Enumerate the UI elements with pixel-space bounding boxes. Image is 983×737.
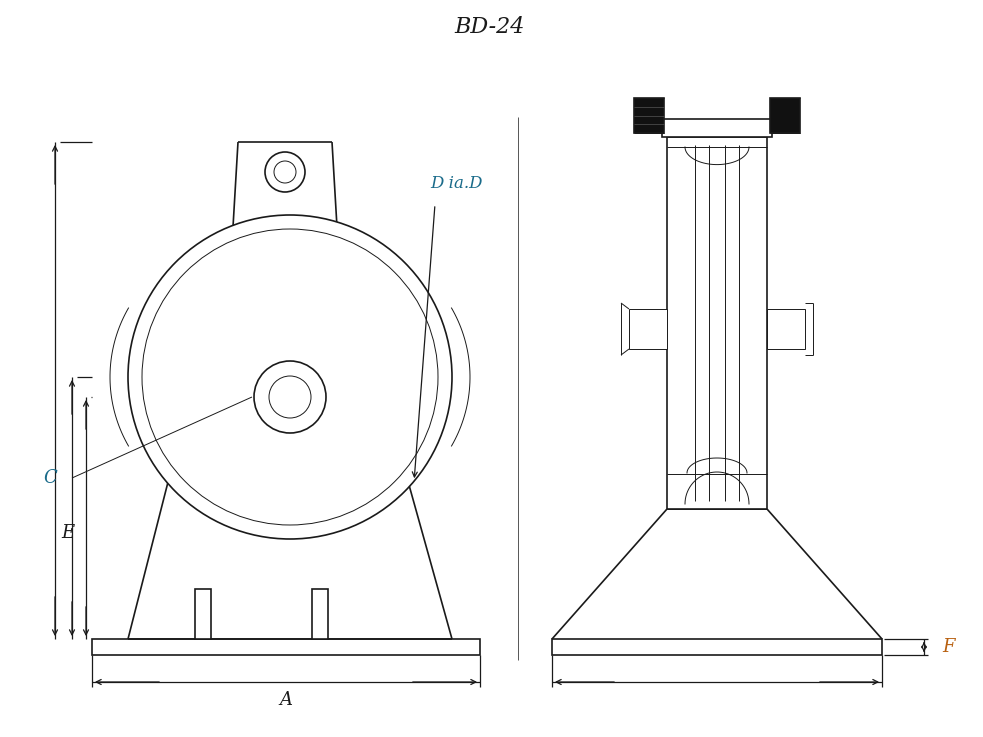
Bar: [195, 589, 211, 639]
Bar: [629, 309, 667, 349]
Bar: [767, 309, 805, 349]
Bar: [634, 98, 664, 133]
Text: F: F: [943, 638, 955, 656]
Bar: [92, 639, 480, 655]
Circle shape: [142, 229, 438, 525]
Text: BD-24: BD-24: [455, 16, 525, 38]
Bar: [667, 137, 767, 509]
Circle shape: [269, 376, 311, 418]
Bar: [662, 119, 772, 137]
Bar: [312, 589, 328, 639]
Bar: [552, 639, 882, 655]
Circle shape: [128, 215, 452, 539]
Text: D ia.D: D ia.D: [430, 175, 483, 192]
Text: A: A: [279, 691, 293, 709]
Text: C: C: [43, 469, 57, 487]
Circle shape: [274, 161, 296, 183]
Text: E: E: [61, 524, 75, 542]
Bar: [770, 98, 800, 133]
Circle shape: [254, 361, 326, 433]
Circle shape: [265, 152, 305, 192]
